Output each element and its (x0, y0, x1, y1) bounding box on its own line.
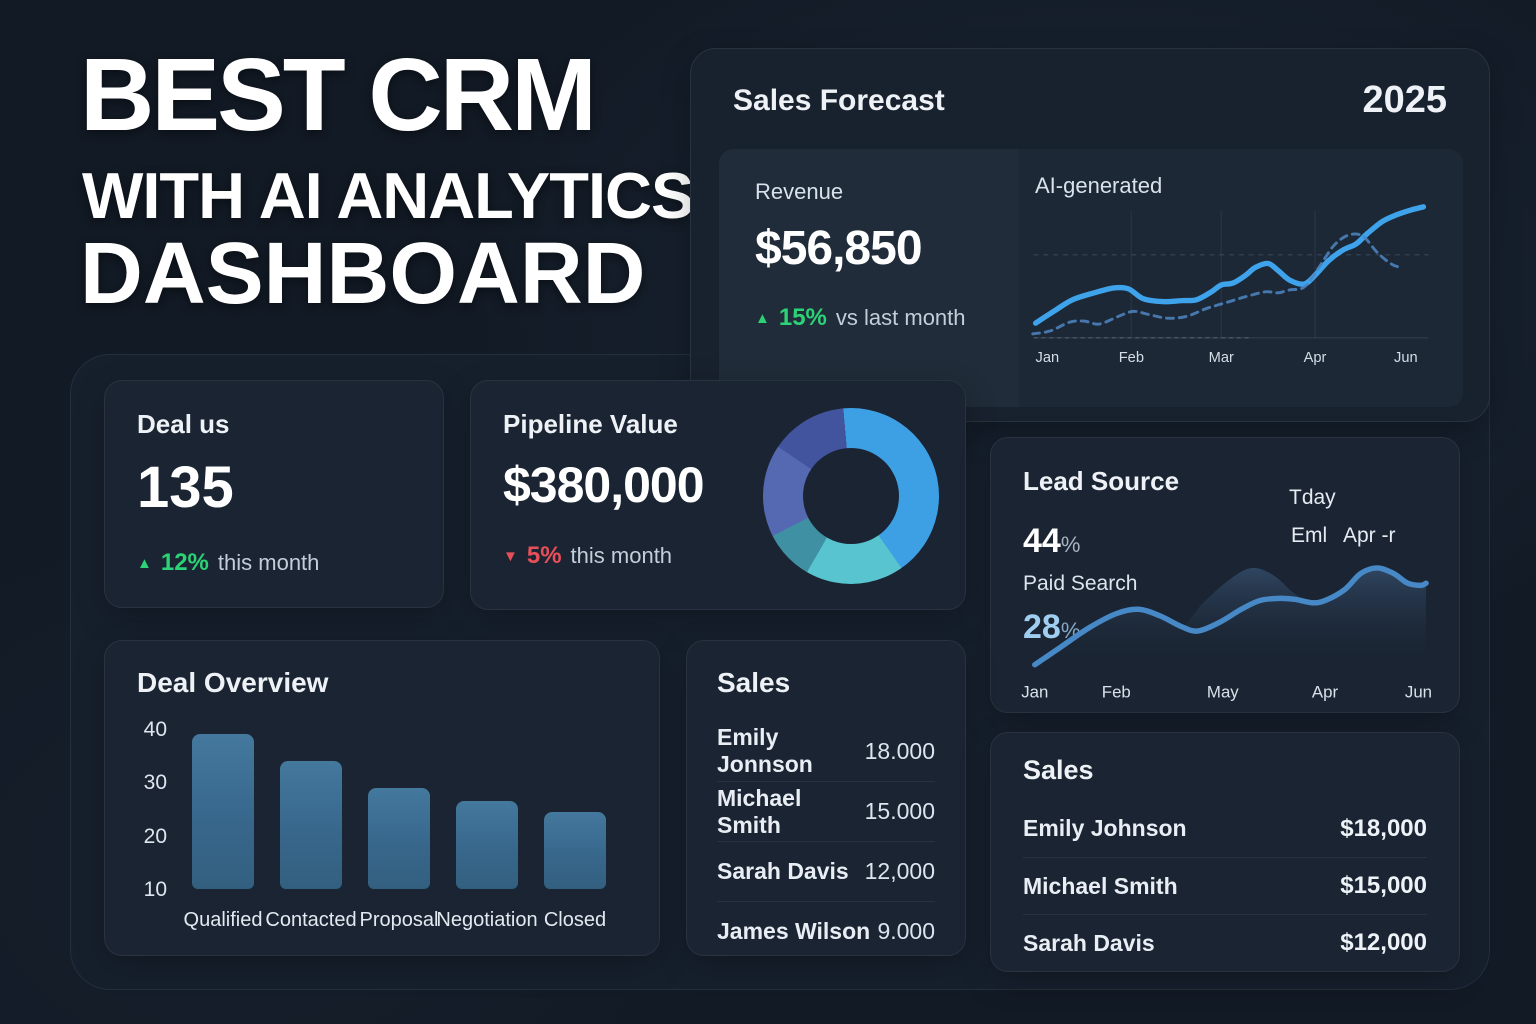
pipeline-value: $380,000 (503, 457, 705, 513)
svg-text:Apr: Apr (1304, 350, 1327, 366)
y-tick-label: 30 (143, 771, 167, 795)
list-item: James Wilson 9.000 (717, 901, 935, 961)
revenue-value: $56,850 (755, 222, 923, 275)
person-name: Sarah Davis (1023, 929, 1155, 956)
sales-list-title: Sales (717, 667, 791, 698)
list-item: Sarah Davis 12,000 (717, 841, 935, 901)
pipeline-delta-suffix: this month (570, 543, 673, 568)
revenue-delta: ▲ 15% vs last month (755, 304, 1019, 332)
list-item: Emily Jonnson 18.000 (717, 721, 935, 781)
x-category-label: Qualified (183, 909, 263, 931)
svg-text:May: May (1207, 682, 1239, 701)
deal-overview-card: Deal Overview 40 30 20 10 Qualified Contacted… (104, 640, 660, 956)
y-tick-label: 10 (143, 878, 167, 901)
lead-pct1-value: 44 (1023, 522, 1061, 560)
svg-text:Jun: Jun (1405, 682, 1432, 701)
headline-line-1: BEST CRM (80, 37, 597, 152)
lead-annotation-2: Eml (1291, 524, 1328, 547)
pipeline-delta: ▼ 5% this month (503, 542, 933, 570)
sales-forecast-card: Sales Forecast 2025 Revenue $56,850 ▲ 15… (690, 48, 1490, 422)
list-item: Emily Johnson $18,000 (1023, 800, 1427, 857)
bar-qualified (192, 734, 254, 889)
pipeline-delta-pct: 5% (526, 542, 562, 569)
deal-status-card: Deal us 135 ▲ 12% this month (104, 380, 444, 608)
donut-hole (803, 448, 899, 544)
bar-closed (544, 811, 606, 889)
lead-source-pct-1: 44% (1023, 522, 1080, 561)
sales-value: $18,000 (1340, 814, 1427, 842)
lead-pct2-value: 28 (1023, 608, 1061, 646)
headline-line-2: WITH AI ANALYTICS (82, 159, 694, 232)
y-tick-label: 40 (143, 718, 167, 741)
person-name: Sarah Davis (717, 858, 849, 884)
forecast-line-chart: Jan Feb Mar Apr Jun (1031, 204, 1429, 366)
deal-status-delta-pct: 12% (160, 549, 209, 576)
person-name: Emily Johnson (1023, 815, 1187, 841)
list-item: Michael Smith 15.000 (717, 781, 935, 841)
svg-text:Jun: Jun (1394, 350, 1418, 366)
sales-value: 18.000 (864, 737, 935, 764)
up-triangle-icon: ▲ (137, 554, 152, 572)
forecast-year: 2025 (1362, 79, 1447, 121)
svg-text:Feb: Feb (1102, 682, 1131, 701)
sales-value: 15.000 (864, 798, 935, 824)
sales-value: 9.000 (877, 918, 935, 944)
paid-search-label: Paid Search (1023, 572, 1138, 595)
sales-table-card: Sales Emily Johnson $18,000 Michael Smith $… (990, 732, 1460, 972)
sales-value: 12,000 (864, 858, 935, 884)
x-category-label: Contacted (265, 909, 357, 931)
pipeline-title: Pipeline Value (503, 409, 678, 439)
deal-status-title: Deal us (137, 409, 230, 439)
revenue-delta-suffix: vs last month (835, 305, 966, 330)
svg-text:Jan: Jan (1036, 350, 1060, 366)
deal-overview-title: Deal Overview (137, 667, 329, 698)
lead-annotation-1: Tday (1289, 486, 1336, 509)
sales-list-rows: Emily Jonnson 18.000 Michael Smith 15.000 Sa… (717, 721, 935, 961)
revenue-label: Revenue (755, 179, 844, 204)
lead-source-area-chart: Jan Feb May Apr Jun (1021, 565, 1432, 701)
lead-source-card: Lead Source 44% Paid Search 28% Tday Eml… (990, 437, 1460, 713)
down-triangle-icon: ▼ (503, 547, 518, 565)
headline-line-3: DASHBOARD (80, 225, 646, 322)
x-category-label: Proposal (359, 909, 439, 931)
lead-source-title: Lead Source (1023, 466, 1180, 496)
svg-text:Apr: Apr (1312, 682, 1339, 701)
bar-contacted (280, 761, 342, 889)
y-tick-label: 20 (143, 824, 167, 848)
person-name: James Wilson (717, 918, 871, 944)
lead-pct1-unit: % (1060, 532, 1081, 557)
deal-status-delta: ▲ 12% this month (137, 549, 411, 577)
pipeline-value-card: Pipeline Value $380,000 ▼ 5% this month (470, 380, 966, 610)
sales-table-rows: Emily Johnson $18,000 Michael Smith $15,000… (1023, 800, 1427, 971)
svg-text:Feb: Feb (1119, 350, 1144, 366)
sales-value: $15,000 (1340, 872, 1427, 899)
person-name: Michael Smith (717, 784, 802, 838)
ai-generated-label: AI-generated (1035, 173, 1163, 198)
sales-forecast-title: Sales Forecast (733, 83, 945, 117)
deal-status-delta-suffix: this month (217, 550, 320, 575)
revenue-delta-pct: 15% (778, 304, 827, 331)
person-name: Michael Smith (1023, 872, 1178, 899)
svg-text:Mar: Mar (1209, 350, 1234, 366)
list-item: Michael Smith $15,000 (1023, 857, 1427, 914)
deal-status-value: 135 (137, 455, 234, 520)
deal-overview-bar-chart (189, 729, 641, 889)
svg-text:Jan: Jan (1021, 682, 1048, 701)
lead-annotation-3: Apr -r (1343, 524, 1396, 547)
sales-table-title: Sales (1023, 755, 1094, 785)
sales-list-card: Sales Emily Jonnson 18.000 Michael Smith 15… (686, 640, 966, 956)
sales-value: $12,000 (1340, 929, 1427, 956)
person-name: Emily Jonnson (717, 724, 813, 777)
up-triangle-icon: ▲ (755, 309, 770, 327)
bar-negotiation (456, 801, 518, 889)
x-category-label: Negotiation (436, 909, 538, 931)
bar-proposal (368, 787, 430, 889)
forecast-inner-card: Revenue $56,850 ▲ 15% vs last month AI-g… (719, 149, 1463, 407)
x-category-label: Closed (543, 909, 607, 931)
list-item: Sarah Davis $12,000 (1023, 914, 1427, 971)
